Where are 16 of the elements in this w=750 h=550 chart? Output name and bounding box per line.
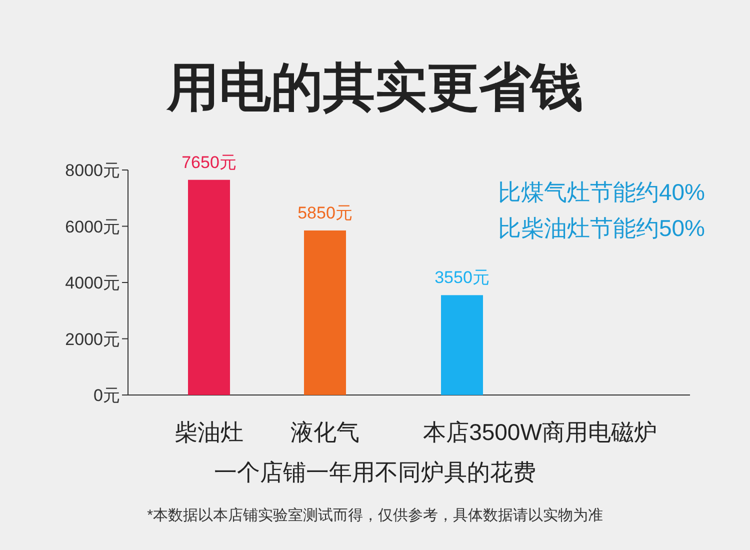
x-axis-title: 一个店铺一年用不同炉具的花费 [214,459,536,485]
y-tick-label: 2000元 [65,330,120,349]
annotation: 比煤气灶节能约40% [498,179,705,205]
data-label: 7650元 [182,152,236,172]
y-tick-label: 8000元 [65,161,120,180]
x-tick-label: 液化气 [290,419,360,445]
data-label: 5850元 [298,203,352,222]
annotation: 比柴油灶节能约50% [498,215,705,241]
chart-title: 用电的其实更省钱 [166,59,583,117]
x-tick-label: 柴油灶 [174,419,244,445]
y-tick-label: 0元 [94,386,120,405]
text: *本数据以本店铺实验室测试而得，仅供参考，具体数据请以实物为准 [147,507,603,524]
y-tick-label: 6000元 [65,217,120,236]
x-tick-label: 本店3500W商用电磁炉 [423,419,657,445]
data-label: 3550元 [434,268,490,288]
y-tick-label: 4000元 [65,274,120,292]
